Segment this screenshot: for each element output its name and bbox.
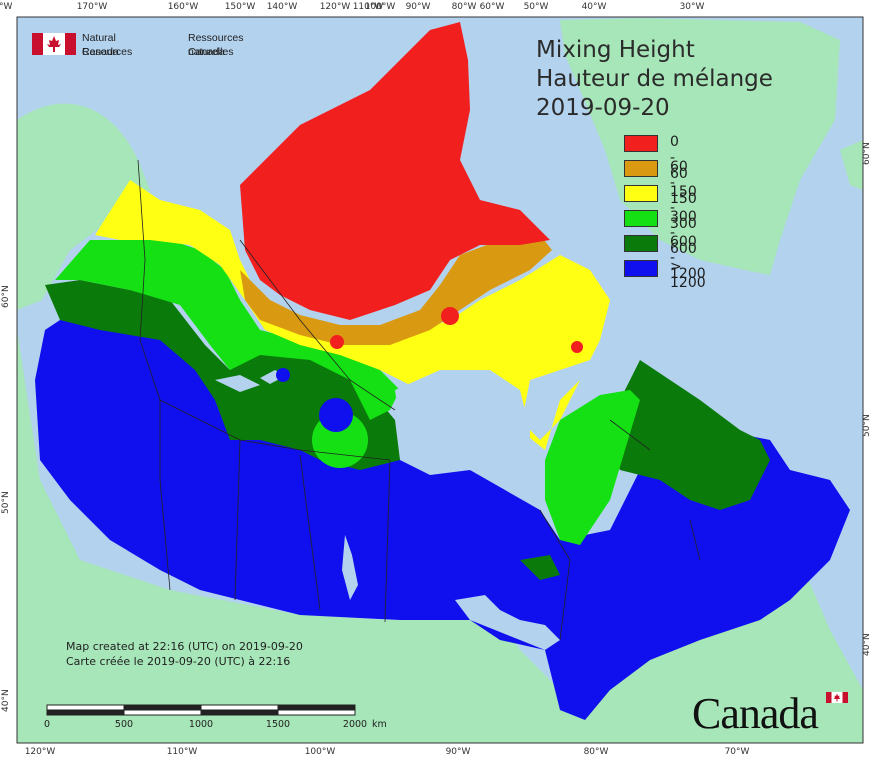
legend-swatch [624,210,658,227]
graticule-label: 20°W [0,2,13,12]
scale-tick-label: 1000 [189,719,213,730]
map-title-block: Mixing Height Hauteur de mélange 2019-09… [536,36,773,123]
legend-label: > 1200 [670,259,706,291]
canada-flag-icon [32,33,76,55]
great-lakes [455,595,560,650]
scale-unit: km [372,719,387,730]
iceland-land [840,140,863,190]
org-name-fr-line2: Canada [188,46,225,58]
map-title-en: Mixing Height [536,37,695,63]
greenland-land [560,18,840,275]
zone-150-300 [95,180,610,450]
graticule-label: 60°W [479,2,505,12]
graticule-label: 40°W [581,2,607,12]
graticule-label: 150°W [224,2,256,12]
legend-swatch [624,160,658,177]
map-credit: Map created at 22:16 (UTC) on 2019-09-20… [66,639,303,669]
alaska-land [17,103,150,310]
graticule-label: 100°W [304,747,336,757]
org-name-fr-line1: Ressources naturelles [188,32,244,58]
graticule-label: 50°N [862,414,872,437]
legend-label: 300 - 600 [670,209,697,257]
zone-600-1200-east [610,360,770,510]
zone-60-150 [240,235,552,345]
graticule-label: 120°W [24,747,56,757]
zone-0-60 [240,22,550,320]
graticule-label: 110°W [166,747,198,757]
org-name-en-line1: Natural Resources [82,32,133,58]
zone-600-1200 [45,280,400,470]
graticule-label: 90°W [405,2,431,12]
graticule-label: 40°N [1,689,11,712]
graticule-label: 170°W [76,2,108,12]
map-title-fr: Hauteur de mélange [536,66,773,92]
legend-label: 150 - 300 [670,184,697,232]
zone-0-60-spot1 [441,307,459,325]
map-border [16,16,864,744]
graticule-label: 30°W [679,2,705,12]
graticule-label: 80°W [451,2,477,12]
graticule-label: 40°N [862,633,872,656]
scale-tick-label: 500 [115,719,133,730]
zone-0-60-spot3 [571,341,583,353]
legend-swatch [624,185,658,202]
graticule-label: 50°W [523,2,549,12]
credit-line-en: Map created at 22:16 (UTC) on 2019-09-20 [66,640,303,653]
map-date: 2019-09-20 [536,95,670,121]
graticule-label: 80°W [583,747,609,757]
graticule-label: 60°N [862,142,872,165]
graticule-label: 60°N [1,285,11,308]
zone-300-600-quebec [545,390,640,545]
legend-label: 60 - 150 [670,159,697,207]
hudson-bay [395,370,530,480]
zone-300-600 [55,240,400,420]
graticule-label: 70°W [724,747,750,757]
scale-tick-label: 2000 [343,719,367,730]
graticule-label: 110°W [352,2,384,12]
scale-tick-label: 0 [44,719,50,730]
graticule-label: 90°W [445,747,471,757]
graticule-label: 140°W [266,2,298,12]
graticule-label: 50°N [1,491,11,514]
legend-label: 0 - 60 [670,134,688,182]
zone-0-60-spot2 [330,335,344,349]
zone-600-1200-south [520,555,560,580]
scale-bar: 0 500 1000 1500 2000 km [44,704,387,730]
graticule-label: 100°W [364,2,396,12]
province-borders [137,159,701,641]
lake-blue-spot2 [319,398,353,432]
graticule-label: 120°W [319,2,351,12]
org-name-en-line2: Canada [82,46,119,58]
lake-winnipeg [342,535,358,600]
legend-swatch [624,135,658,152]
canada-wordmark: Canada [692,689,819,738]
scale-tick-label: 1500 [266,719,290,730]
canada-flag-wordmark-icon [826,692,848,703]
credit-line-fr: Carte créée le 2019-09-20 (UTC) à 22:16 [66,655,291,668]
legend-swatch [624,260,658,277]
legend-swatch [624,235,658,252]
graticule-label: 160°W [167,2,199,12]
lake-blue-spot [276,368,290,382]
great-slave-lake [215,375,260,392]
legend-label: 600 - 1200 [670,234,706,282]
